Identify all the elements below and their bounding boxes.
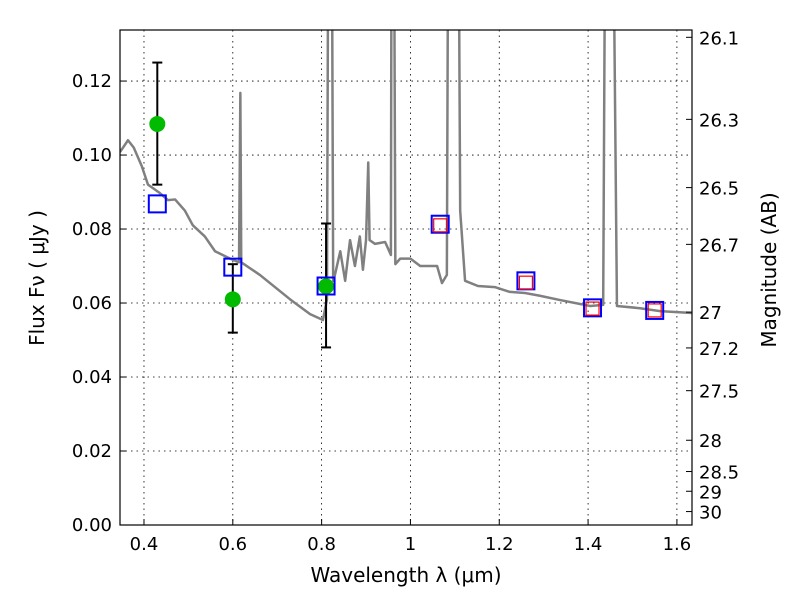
y-tick-label: 0.02	[72, 441, 112, 462]
axes-frame	[119, 29, 693, 526]
x-tick-label: 1	[405, 534, 416, 555]
y2-tick-label: 27.5	[699, 382, 739, 403]
x-tick-label: 0.8	[307, 534, 336, 555]
observed-point	[318, 278, 335, 295]
y2-tick-label: 28	[699, 431, 722, 452]
model-photometry-square	[645, 300, 665, 320]
y2-tick-label: 27.2	[699, 339, 739, 360]
model-photometry-square	[316, 276, 336, 296]
model-photometry-square	[223, 257, 243, 277]
ticks: 0.4 0.6 0.8 1 1.2 1.4 1.6 0.00 0.02 0.04 0.06 0.08 0…	[72, 28, 739, 555]
y2-tick-label: 29	[699, 482, 722, 503]
model-photometry-square	[583, 298, 603, 318]
y-tick-label: 0.04	[72, 367, 112, 388]
x-tick-label: 0.4	[130, 534, 159, 555]
observed-point	[224, 291, 241, 308]
y2-tick-label: 26.3	[699, 110, 739, 131]
y-tick-label: 0.08	[72, 219, 112, 240]
model-photometry-inner-square	[518, 275, 534, 290]
model-photometry-inner-square	[647, 303, 662, 318]
x-tick-label: 0.6	[218, 534, 247, 555]
plot-area	[120, 30, 692, 349]
model-photometry-square	[147, 194, 167, 214]
y-tick-label: 0.12	[72, 71, 112, 92]
model-photometry-inner-square	[433, 218, 448, 233]
x-axis-label: Wavelength λ (μm)	[310, 563, 501, 587]
x-tick-label: 1.6	[663, 534, 692, 555]
y-axis-label: Flux Fν ( μJy )	[25, 210, 49, 346]
y2-tick-label: 30	[699, 503, 722, 524]
y2-tick-label: 28.5	[699, 463, 739, 484]
y2-tick-label: 26.5	[699, 179, 739, 200]
y-tick-label: 0.00	[72, 515, 112, 536]
y-tick-label: 0.10	[72, 145, 112, 166]
y-tick-label: 0.06	[72, 293, 112, 314]
x-tick-label: 1.2	[485, 534, 514, 555]
model-photometry-square	[430, 214, 450, 234]
y2-tick-label: 26.7	[699, 235, 739, 256]
spectrum-line	[120, 30, 692, 322]
y2-tick-label: 27	[699, 303, 722, 324]
grid	[120, 30, 692, 526]
x-tick-label: 1.4	[574, 534, 603, 555]
observed-point	[149, 115, 166, 132]
y2-axis-label: Magnitude (AB)	[757, 192, 781, 347]
y2-tick-label: 26.1	[699, 28, 739, 49]
model-photometry-inner-square	[585, 301, 600, 316]
